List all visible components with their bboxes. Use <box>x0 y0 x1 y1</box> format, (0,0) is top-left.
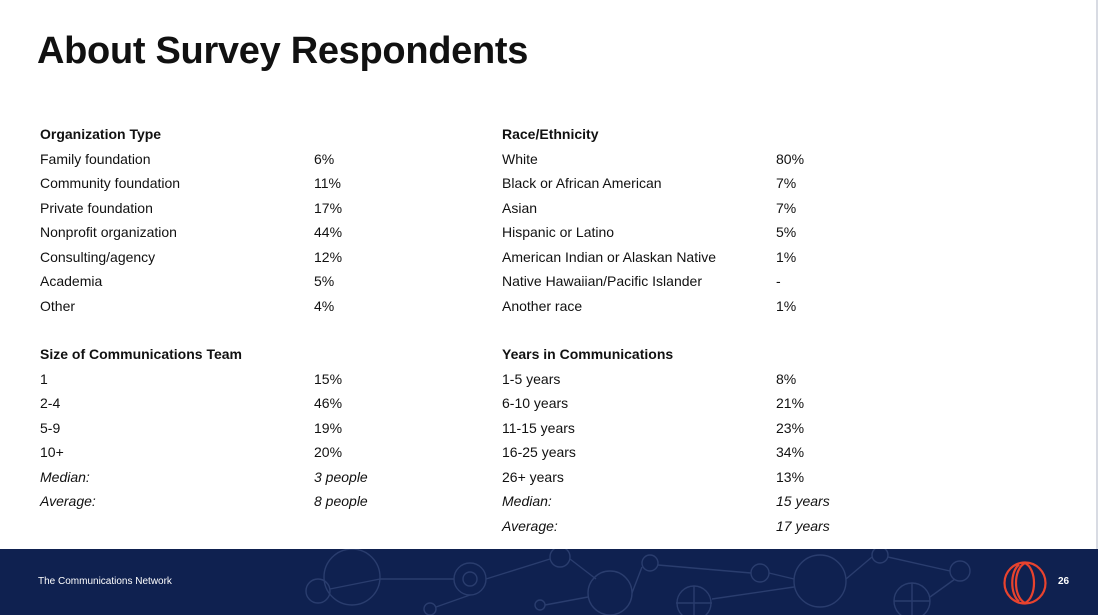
median-label: Median: <box>40 468 90 485</box>
page-number: 26 <box>1058 576 1070 587</box>
average-value: 17 years <box>776 517 830 534</box>
row-label: 1-5 years <box>502 370 561 387</box>
table-row: 1-5 years 8% <box>502 367 922 392</box>
median-row: Median: 15 years <box>502 489 922 514</box>
row-label: 1 <box>40 370 48 387</box>
average-label: Average: <box>40 493 96 509</box>
table-row: 5-9 19% <box>40 416 460 441</box>
table-row: Asian 7% <box>502 196 922 221</box>
row-label: Hispanic or Latino <box>502 224 615 240</box>
row-label: 26+ years <box>502 468 564 485</box>
table-row: 6-10 years 21% <box>502 391 922 416</box>
row-value: 34% <box>776 444 805 460</box>
row-value: 5% <box>776 224 797 240</box>
row-value: 4% <box>314 297 335 314</box>
section-heading: Size of Communications Team <box>40 346 242 362</box>
row-value: 23% <box>776 419 805 436</box>
table-row: Private foundation 17% <box>40 196 460 221</box>
row-value: 21% <box>776 395 805 411</box>
row-value: 13% <box>776 468 805 485</box>
average-row: Average: 8 people <box>40 489 460 514</box>
table-row: 2-4 46% <box>40 391 460 416</box>
average-row: Average: 17 years <box>502 514 922 539</box>
row-label: 5-9 <box>40 419 61 436</box>
table-row: Hispanic or Latino 5% <box>502 220 922 245</box>
row-value: 19% <box>314 419 343 436</box>
table-row: 26+ years 13% <box>502 465 922 490</box>
race-ethnicity-section: Race/Ethnicity White 80% Black or African… <box>502 122 922 318</box>
row-label: 10+ <box>40 444 64 460</box>
average-label: Average: <box>502 517 558 534</box>
row-value: 1% <box>776 297 797 314</box>
row-value: 7% <box>776 199 797 216</box>
table-row: Family foundation 6% <box>40 147 460 172</box>
table-row: Community foundation 11% <box>40 171 460 196</box>
row-label: 2-4 <box>40 395 61 411</box>
row-label: Other <box>40 297 76 314</box>
page-title: About Survey Respondents <box>37 30 529 72</box>
row-label: 6-10 years <box>502 395 569 411</box>
row-value: 80% <box>776 150 805 167</box>
table-row: American Indian or Alaskan Native 1% <box>502 245 922 270</box>
footer-bar: The Communications Network 26 <box>0 549 1098 615</box>
row-value: 44% <box>314 224 343 240</box>
row-label: White <box>502 150 538 167</box>
row-label: Family foundation <box>40 150 151 167</box>
table-row: 10+ 20% <box>40 440 460 465</box>
section-heading: Race/Ethnicity <box>502 126 599 142</box>
row-label: Asian <box>502 199 538 216</box>
row-value: - <box>776 273 781 289</box>
table-row: Black or African American 7% <box>502 171 922 196</box>
row-value: 7% <box>776 175 797 191</box>
row-value: 5% <box>314 273 335 289</box>
table-row: Academia 5% <box>40 269 460 294</box>
median-label: Median: <box>502 493 552 509</box>
row-label: Consulting/agency <box>40 248 156 265</box>
table-row: Nonprofit organization 44% <box>40 220 460 245</box>
row-label: 11-15 years <box>502 419 575 436</box>
section-heading: Years in Communications <box>502 346 674 362</box>
table-row: 1 15% <box>40 367 460 392</box>
organization-type-section: Organization Type Family foundation 6% Co… <box>40 122 460 318</box>
row-value: 17% <box>314 199 343 216</box>
table-row: White 80% <box>502 147 922 172</box>
row-label: Private foundation <box>40 199 153 216</box>
table-row: Consulting/agency 12% <box>40 245 460 270</box>
row-value: 46% <box>314 395 343 411</box>
table-row: 16-25 years 34% <box>502 440 922 465</box>
years-in-communications-section: Years in Communications 1-5 years 8% 6-10… <box>502 342 922 538</box>
average-value: 8 people <box>314 493 368 509</box>
row-label: Community foundation <box>40 175 181 191</box>
median-value: 15 years <box>776 493 830 509</box>
slide-edge-divider <box>1096 0 1098 549</box>
team-size-section: Size of Communications Team 1 15% 2-4 46% … <box>40 342 460 514</box>
row-value: 11% <box>314 175 341 191</box>
median-row: Median: 3 people <box>40 465 460 490</box>
table-row: Native Hawaiian/Pacific Islander - <box>502 269 922 294</box>
row-label: Another race <box>502 297 583 314</box>
median-value: 3 people <box>314 468 368 485</box>
row-label: Black or African American <box>502 175 662 191</box>
row-value: 6% <box>314 150 335 167</box>
concentric-arcs-logo-icon <box>1003 561 1047 605</box>
row-value: 15% <box>314 370 343 387</box>
row-value: 12% <box>314 248 343 265</box>
row-value: 20% <box>314 444 343 460</box>
row-label: Native Hawaiian/Pacific Islander <box>502 273 702 289</box>
footer-organization-name: The Communications Network <box>38 576 172 587</box>
table-row: Another race 1% <box>502 294 922 319</box>
row-label: American Indian or Alaskan Native <box>502 248 716 265</box>
section-heading: Organization Type <box>40 126 162 142</box>
row-label: 16-25 years <box>502 444 576 460</box>
row-value: 8% <box>776 370 797 387</box>
table-row: Other 4% <box>40 294 460 319</box>
row-label: Nonprofit organization <box>40 224 177 240</box>
network-pattern-background <box>305 549 971 615</box>
row-value: 1% <box>776 248 797 265</box>
table-row: 11-15 years 23% <box>502 416 922 441</box>
row-label: Academia <box>40 273 103 289</box>
